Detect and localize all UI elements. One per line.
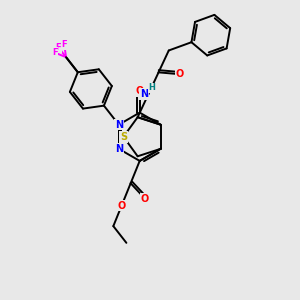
Text: F: F xyxy=(52,48,57,57)
Text: F: F xyxy=(56,43,61,52)
Text: F: F xyxy=(61,40,67,50)
Text: O: O xyxy=(176,69,184,79)
Text: N: N xyxy=(115,120,123,130)
Text: H: H xyxy=(149,83,156,92)
Text: O: O xyxy=(118,201,126,211)
Text: N: N xyxy=(115,144,123,154)
Text: O: O xyxy=(141,194,149,204)
Text: N: N xyxy=(140,89,148,99)
Text: S: S xyxy=(120,132,127,142)
Text: O: O xyxy=(136,86,144,96)
